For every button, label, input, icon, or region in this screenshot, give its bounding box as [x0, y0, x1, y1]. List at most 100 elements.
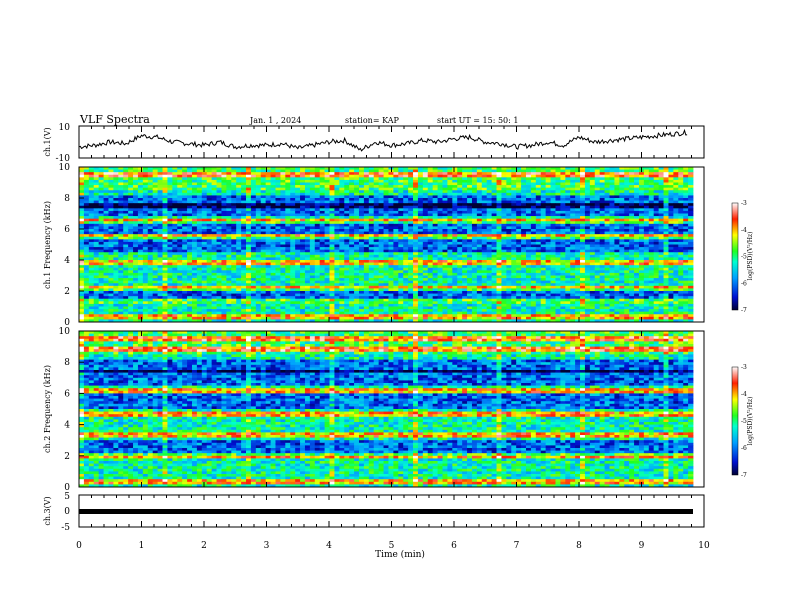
spectrogram-cell [265, 226, 271, 230]
spectrogram-cell [363, 195, 370, 199]
spectrogram-cell [388, 249, 394, 253]
spectrogram-cell [137, 239, 144, 243]
spectrogram-cell [265, 177, 271, 181]
spectrogram-cell [309, 260, 316, 263]
spectrogram-cell [570, 223, 576, 227]
spectrogram-cell [447, 252, 453, 256]
spectrogram-cell [643, 252, 650, 256]
spectrogram-cell [182, 260, 188, 263]
spectrogram-cell [398, 195, 404, 199]
spectrogram-cell [162, 185, 168, 189]
spectrogram-cell [668, 229, 674, 232]
spectrogram-cell [550, 221, 556, 225]
spectrogram-cell [629, 252, 635, 256]
spectrogram-cell [560, 247, 566, 251]
spectrogram-cell [265, 257, 271, 261]
spectrogram-cell [162, 221, 168, 225]
spectrogram-cell [452, 236, 458, 240]
spectrogram-cell [108, 234, 114, 238]
spectrogram-cell [177, 192, 183, 196]
spectrogram-cell [496, 210, 502, 214]
spectrogram-cell [324, 221, 330, 225]
spectrogram-cell [295, 221, 301, 225]
spectrogram-cell [550, 244, 556, 248]
spectrogram-cell [565, 177, 571, 181]
spectrogram-cell [295, 239, 301, 243]
spectrogram-cell [540, 167, 547, 170]
spectrogram-cell [368, 223, 375, 227]
spectrogram-cell [241, 241, 247, 245]
spectrogram-cell [255, 208, 262, 212]
spectrogram-cell [476, 231, 483, 235]
spectrogram-cell [172, 244, 178, 248]
spectrogram-cell [98, 174, 104, 178]
spectrogram-cell [295, 236, 301, 240]
spectrogram-cell [88, 182, 95, 186]
spectrogram-cell [516, 213, 522, 217]
spectrogram-cell [417, 226, 424, 230]
spectrogram-cell [560, 203, 566, 207]
spectrogram-cell [511, 265, 517, 269]
spectrogram-cell [241, 244, 247, 248]
spectrogram-cell [373, 218, 380, 222]
spectrogram-cell [663, 190, 669, 194]
spectrogram-cell [496, 167, 502, 170]
spectrogram-cell [614, 205, 620, 209]
spectrogram-cell [491, 223, 497, 227]
spectrogram-cell [349, 254, 355, 258]
spectrogram-cell [83, 192, 90, 196]
spectrogram-cell [594, 252, 601, 256]
spectrogram-cell [108, 252, 114, 256]
spectrogram-cell [147, 231, 154, 235]
spectrogram-cell [123, 182, 129, 186]
spectrogram-cell [118, 221, 124, 225]
spectrogram-cell [285, 226, 291, 230]
spectrogram-cell [172, 231, 178, 235]
spectrogram-cell [275, 182, 281, 186]
spectrogram-cell [580, 265, 586, 269]
spectrogram-cell [275, 257, 281, 261]
spectrogram-cell [314, 167, 321, 170]
spectrogram-cell [383, 195, 389, 199]
spectrogram-cell [319, 210, 325, 214]
spectrogram-cell [658, 262, 664, 266]
spectrogram-cell [437, 185, 443, 189]
spectrogram-cell [624, 267, 630, 271]
spectrogram-cell [422, 221, 429, 225]
spectrogram-cell [246, 249, 252, 253]
spectrogram-cell [432, 254, 438, 258]
spectrogram-cell [354, 262, 360, 266]
spectrogram-cell [506, 229, 512, 232]
spectrogram-cell [668, 223, 674, 227]
spectrogram-cell [471, 167, 478, 170]
spectrogram-cell [683, 179, 689, 183]
spectrogram-cell [629, 208, 635, 212]
spectrogram-cell [295, 185, 301, 189]
spectrogram-cell [221, 198, 227, 201]
spectrogram-cell [255, 167, 262, 170]
spectrogram-cell [673, 205, 679, 209]
spectrogram-cell [388, 190, 394, 194]
spectrogram-cell [231, 234, 237, 238]
spectrogram-cell [555, 198, 561, 201]
spectrogram-cell [152, 239, 158, 243]
spectrogram-cell [545, 177, 551, 181]
spectrogram-cell [624, 254, 630, 258]
spectrogram-cell [304, 234, 311, 238]
spectrogram-cell [604, 182, 610, 186]
spectrogram-cell [501, 200, 507, 204]
spectrogram-cell [540, 174, 547, 178]
spectrogram-cell [565, 195, 571, 199]
spectrogram-cell [648, 254, 655, 258]
spectrogram-cell [668, 210, 674, 214]
spectrogram-cell [354, 179, 360, 183]
spectrogram-cell [496, 223, 502, 227]
spectrogram-cell [329, 174, 335, 178]
spectrogram-cell [462, 231, 468, 235]
spectrogram-cell [108, 239, 114, 243]
spectrogram-cell [653, 247, 660, 251]
spectrogram-cell [182, 203, 188, 207]
spectrogram-cell [589, 179, 596, 183]
spectrogram-cell [378, 247, 384, 251]
spectrogram-cell [437, 216, 443, 220]
